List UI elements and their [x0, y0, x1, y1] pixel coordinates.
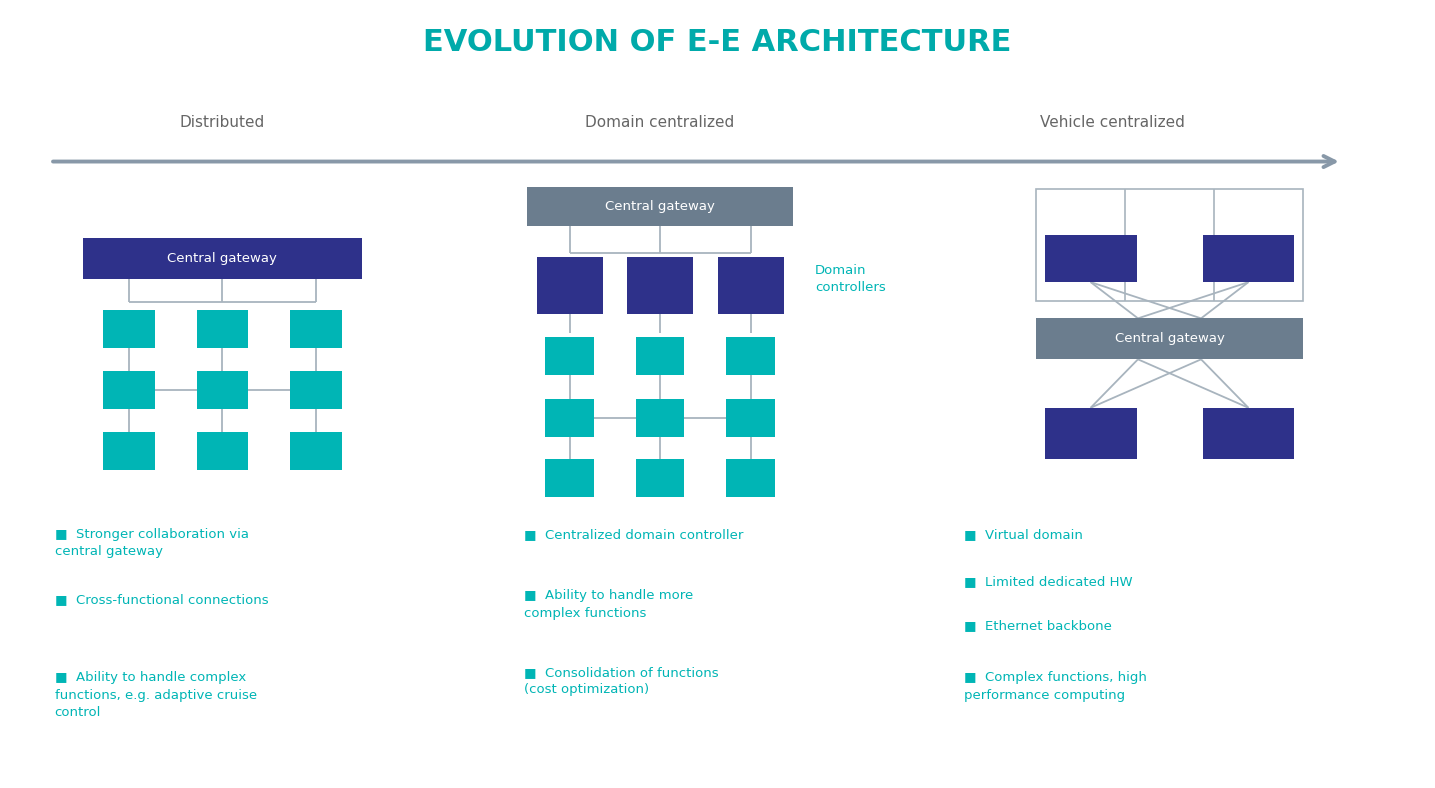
Bar — [636, 459, 684, 497]
FancyArrowPatch shape — [53, 156, 1335, 167]
Bar — [528, 187, 792, 226]
Bar — [636, 399, 684, 437]
Text: ■  Centralized domain controller: ■ Centralized domain controller — [524, 528, 743, 541]
Bar — [1036, 318, 1303, 359]
Text: Distributed: Distributed — [179, 114, 265, 130]
Text: Domain
controllers: Domain controllers — [815, 264, 885, 294]
Bar — [197, 432, 248, 470]
Bar — [290, 432, 342, 470]
Bar — [545, 399, 594, 437]
Text: ■  Stronger collaboration via
central gateway: ■ Stronger collaboration via central gat… — [55, 528, 248, 559]
Text: ■  Cross-functional connections: ■ Cross-functional connections — [55, 593, 268, 605]
Text: ■  Ethernet backbone: ■ Ethernet backbone — [964, 619, 1112, 631]
Bar — [1203, 235, 1294, 282]
Bar — [1036, 189, 1303, 301]
Text: ■  Limited dedicated HW: ■ Limited dedicated HW — [964, 575, 1134, 588]
Text: Central gateway: Central gateway — [606, 200, 715, 213]
Bar — [103, 432, 155, 470]
Bar — [197, 310, 248, 348]
Bar — [537, 257, 603, 314]
Text: Domain centralized: Domain centralized — [585, 114, 735, 130]
Bar — [627, 257, 693, 314]
Bar — [726, 399, 775, 437]
Bar — [726, 337, 775, 375]
Bar — [636, 337, 684, 375]
Bar — [103, 371, 155, 409]
Text: EVOLUTION OF E-E ARCHITECTURE: EVOLUTION OF E-E ARCHITECTURE — [423, 28, 1012, 57]
Text: Central gateway: Central gateway — [1115, 333, 1224, 345]
Bar — [1203, 408, 1294, 459]
Bar — [726, 459, 775, 497]
Bar — [197, 371, 248, 409]
Bar — [1045, 235, 1137, 282]
Bar — [82, 237, 362, 280]
Text: ■  Complex functions, high
performance computing: ■ Complex functions, high performance co… — [964, 671, 1147, 702]
Text: Central gateway: Central gateway — [168, 252, 277, 265]
Bar — [545, 337, 594, 375]
Bar — [290, 310, 342, 348]
Bar — [1045, 408, 1137, 459]
Bar — [103, 310, 155, 348]
Bar — [545, 459, 594, 497]
Bar — [718, 257, 784, 314]
Text: ■  Ability to handle more
complex functions: ■ Ability to handle more complex functio… — [524, 589, 693, 620]
Text: Vehicle centralized: Vehicle centralized — [1040, 114, 1184, 130]
Text: ■  Consolidation of functions
(cost optimization): ■ Consolidation of functions (cost optim… — [524, 666, 719, 697]
Text: ■  Ability to handle complex
functions, e.g. adaptive cruise
control: ■ Ability to handle complex functions, e… — [55, 671, 257, 719]
Text: ■  Virtual domain: ■ Virtual domain — [964, 528, 1083, 541]
Bar — [290, 371, 342, 409]
